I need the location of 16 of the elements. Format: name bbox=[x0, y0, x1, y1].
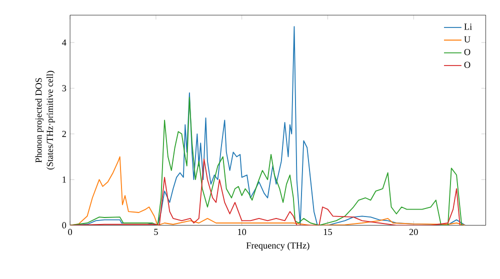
y-tick-label: 4 bbox=[62, 39, 66, 46]
y-tick-label: 2 bbox=[62, 130, 66, 137]
x-tick-label: 5 bbox=[154, 228, 158, 235]
legend-label: O bbox=[464, 48, 470, 56]
y-axis-title: Phonon projected DOS (States/THz·primitive cell) bbox=[35, 70, 55, 170]
legend-label: U bbox=[464, 36, 470, 42]
x-tick-label: 15 bbox=[324, 228, 332, 236]
x-axis-title: Frequency (THz) bbox=[246, 242, 310, 250]
x-tick-label: 20 bbox=[409, 228, 418, 236]
y-tick-label: 1 bbox=[62, 176, 66, 183]
legend-label: Li bbox=[464, 24, 472, 30]
y-tick-label: 0 bbox=[62, 222, 66, 228]
legend-label: O bbox=[464, 62, 470, 68]
x-tick-label: 10 bbox=[238, 228, 246, 236]
x-tick-label: 0 bbox=[68, 228, 72, 236]
y-tick-label: 3 bbox=[62, 85, 66, 92]
